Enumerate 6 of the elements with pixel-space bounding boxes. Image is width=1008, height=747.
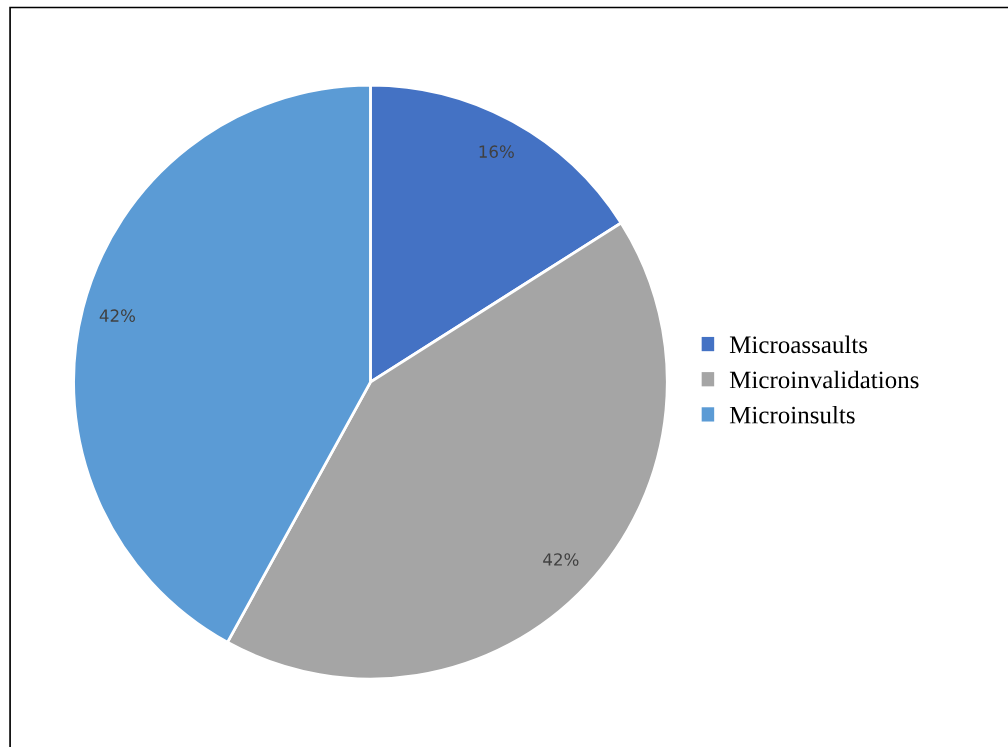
data-label: 42%: [543, 553, 579, 566]
legend-label: Microinsults: [729, 405, 855, 424]
legend-label: Microassaults: [729, 335, 868, 354]
data-label: 16%: [479, 145, 514, 158]
data-label: 42%: [99, 309, 136, 322]
legend-label: Microinvalidations: [729, 370, 919, 389]
